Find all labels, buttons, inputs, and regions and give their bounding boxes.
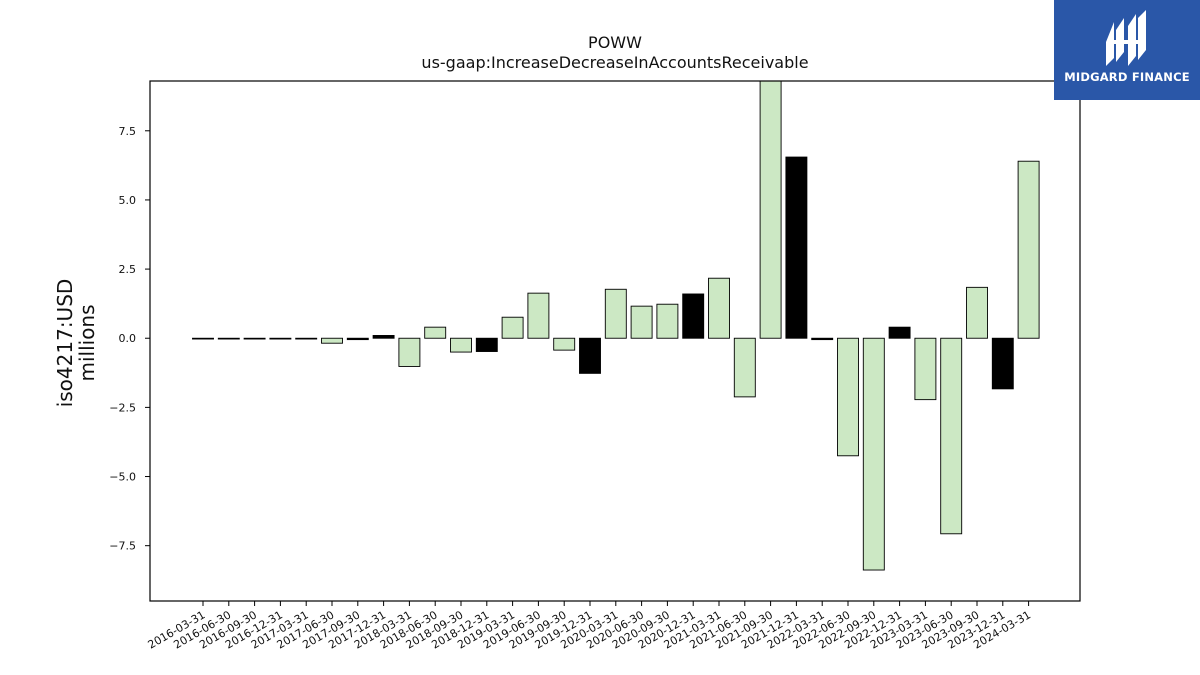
y-axis-ticks: −7.5 −5.0 −2.5 0.0 2.5 5.0 7.5 (109, 125, 150, 553)
bar-2020-06-30 (630, 305, 653, 339)
bar-2022-03-31 (811, 337, 834, 341)
y-axis-label: iso4217:USD millions (53, 279, 99, 408)
bar-2021-03-31 (708, 277, 730, 339)
y-tick-label: 0.0 (119, 332, 137, 345)
bar-2023-12-31 (991, 337, 1014, 390)
bar-2019-12-31 (579, 337, 601, 374)
chart-subtitle: us-gaap:IncreaseDecreaseInAccountsReceiv… (421, 53, 808, 72)
bar-2021-06-30 (733, 337, 756, 398)
bar-2018-03-31 (398, 337, 421, 367)
y-axis-label-line2: millions (75, 304, 99, 381)
midgard-finance-logo: MIDGARD FINANCE (1054, 0, 1200, 100)
bar-2017-09-30 (346, 337, 369, 341)
y-axis-label-line1: iso4217:USD (53, 279, 77, 408)
bar-2016-09-30 (243, 337, 266, 340)
bar-2019-09-30 (553, 337, 576, 351)
bar-2016-12-31 (269, 337, 292, 340)
plot-area-frame (149, 80, 1081, 602)
x-axis-ticks: 2016-03-312016-06-302016-09-302016-12-31… (146, 601, 1033, 652)
y-tick-label: −5.0 (109, 471, 136, 484)
bar-2018-09-30 (450, 337, 472, 353)
bar-2017-12-31 (372, 335, 395, 339)
logo-text: MIDGARD FINANCE (1064, 70, 1190, 84)
bar-2019-03-31 (501, 316, 524, 339)
bar-2022-12-31 (888, 326, 911, 339)
y-tick-label: −7.5 (109, 540, 136, 553)
bar-2024-03-31 (1017, 160, 1040, 339)
y-tick-label: 2.5 (119, 263, 137, 276)
bar-2022-09-30 (862, 337, 885, 571)
bar-2017-03-31 (295, 337, 318, 340)
bar-2019-06-30 (527, 292, 550, 339)
y-tick-label: 5.0 (119, 194, 137, 207)
bar-2018-12-31 (475, 337, 498, 352)
bar-2021-09-30 (759, 80, 782, 339)
bar-2016-03-31 (192, 337, 214, 340)
bar-2021-12-31 (785, 156, 808, 339)
y-tick-label: 7.5 (119, 125, 137, 138)
bar-2022-06-30 (837, 337, 859, 457)
bar-2017-06-30 (321, 337, 343, 344)
bar-2020-09-30 (656, 303, 679, 339)
bar-2023-03-31 (914, 337, 937, 401)
bar-2023-06-30 (940, 337, 963, 535)
logo-mark-icon (1106, 10, 1146, 66)
bars-group (192, 80, 1040, 571)
chart-title: POWW (588, 33, 642, 52)
y-tick-label: −2.5 (109, 401, 136, 414)
bar-2020-03-31 (604, 288, 627, 339)
bar-2020-12-31 (682, 293, 705, 339)
bar-2016-06-30 (217, 337, 240, 340)
bar-2018-06-30 (424, 326, 447, 339)
bar-2023-09-30 (966, 286, 988, 339)
